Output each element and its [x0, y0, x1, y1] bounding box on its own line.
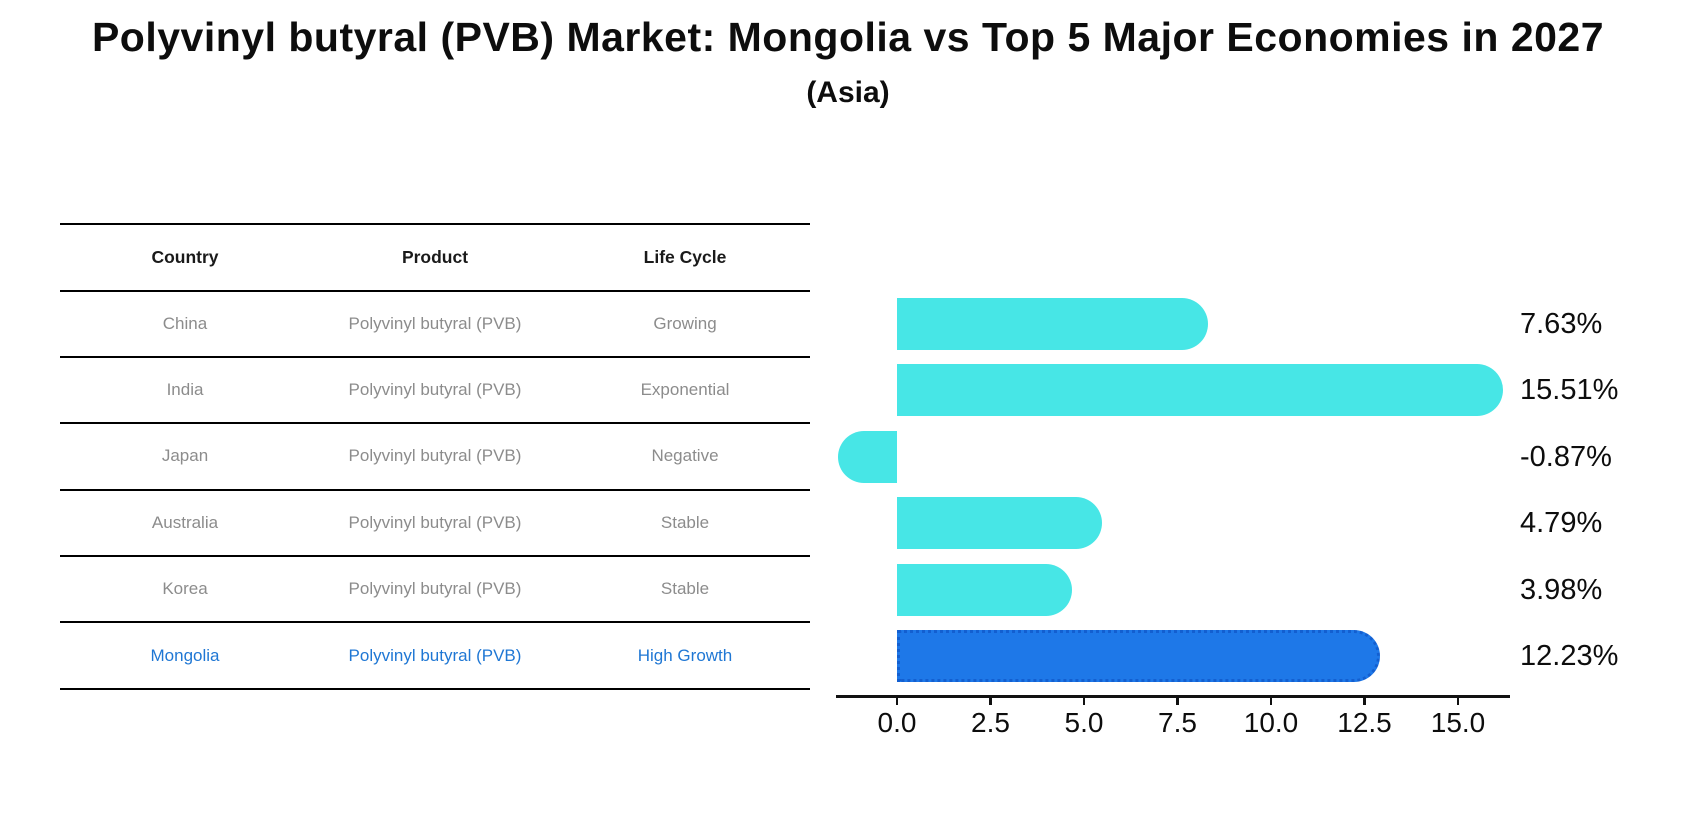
x-axis-tick	[895, 695, 899, 705]
x-axis-tick	[1082, 695, 1086, 705]
cell-country: Korea	[162, 579, 208, 599]
x-axis-tick-label: 12.5	[1337, 707, 1392, 738]
cell-product: Polyvinyl butyral (PVB)	[348, 313, 522, 333]
cell-country: Japan	[161, 446, 209, 466]
bar-australia	[897, 497, 1103, 550]
value-label-india: 15.51%	[1520, 374, 1619, 407]
x-axis-tick	[1456, 695, 1460, 705]
bar-india	[897, 364, 1504, 417]
table-row-mongolia: Mongolia Polyvinyl butyral (PVB) High Grow…	[60, 623, 810, 690]
cell-life-cycle: Negative	[651, 446, 719, 466]
cell-country: India	[166, 380, 204, 400]
cell-country: Australia	[151, 512, 219, 532]
table-header-row: Country Product Life Cycle	[60, 225, 810, 292]
table-header-life-cycle: Life Cycle	[643, 246, 727, 267]
cell-product: Polyvinyl butyral (PVB)	[348, 645, 522, 665]
page-subtitle: (Asia)	[806, 76, 890, 109]
x-axis-tick-label: 2.5	[971, 707, 1010, 738]
page-title: Polyvinyl butyral (PVB) Market: Mongolia…	[91, 14, 1605, 60]
cell-life-cycle: High Growth	[637, 645, 733, 665]
cell-product: Polyvinyl butyral (PVB)	[348, 579, 522, 599]
table-header-product: Product	[401, 246, 469, 267]
cell-life-cycle: Stable	[660, 512, 710, 532]
x-axis-tick	[1363, 695, 1366, 705]
table-row-japan: Japan Polyvinyl butyral (PVB) Negative	[60, 424, 810, 491]
value-label-japan: -0.87%	[1520, 440, 1612, 473]
cell-product: Polyvinyl butyral (PVB)	[348, 512, 522, 532]
value-label-korea: 3.98%	[1520, 573, 1603, 606]
cell-life-cycle: Growing	[653, 313, 717, 333]
value-label-mongolia: 12.23%	[1520, 640, 1619, 672]
value-label-china: 7.63%	[1520, 308, 1603, 340]
comparison-table: Country Product Life Cycle China Polyviny…	[60, 223, 810, 690]
cell-life-cycle: Exponential	[640, 380, 730, 400]
table-row-korea: Korea Polyvinyl butyral (PVB) Stable	[60, 557, 810, 624]
bar-japan	[838, 430, 897, 483]
x-axis-tick-label: 5.0	[1064, 707, 1104, 738]
x-axis-tick-label: 0.0	[877, 707, 917, 738]
cell-product: Polyvinyl butyral (PVB)	[348, 380, 522, 400]
x-axis-tick	[989, 695, 992, 705]
table-row-china: China Polyvinyl butyral (PVB) Growing	[60, 292, 810, 358]
value-label-australia: 4.79%	[1520, 507, 1603, 540]
cell-product: Polyvinyl butyral (PVB)	[348, 446, 522, 466]
bar-china	[897, 298, 1209, 350]
bar-mongolia	[897, 630, 1381, 682]
x-axis-tick-label: 10.0	[1243, 707, 1299, 738]
cell-life-cycle: Stable	[660, 579, 710, 599]
table-header-country: Country	[151, 246, 219, 267]
x-axis-tick	[1269, 695, 1273, 705]
table-body: China Polyvinyl butyral (PVB) Growing India…	[60, 292, 810, 690]
table-row-australia: Australia Polyvinyl butyral (PVB) Stable	[60, 491, 810, 558]
x-axis-tick-label: 7.5	[1158, 707, 1197, 738]
cell-country: Mongolia	[150, 645, 220, 665]
x-axis-tick	[1176, 695, 1179, 705]
x-axis-tick-label: 15.0	[1430, 707, 1486, 738]
cell-country: China	[162, 313, 208, 333]
bar-chart-plot-area	[836, 285, 1510, 698]
bar-korea	[897, 563, 1072, 616]
table-row-india: India Polyvinyl butyral (PVB) Exponential	[60, 358, 810, 425]
